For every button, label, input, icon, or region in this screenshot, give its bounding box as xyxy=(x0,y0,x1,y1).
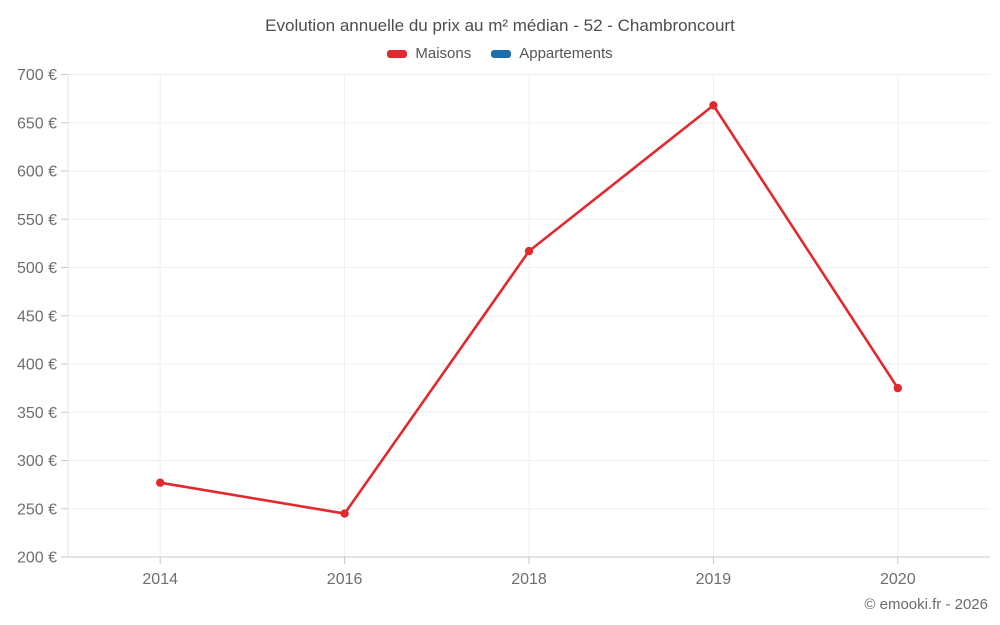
y-tick-label: 600 € xyxy=(17,164,57,181)
x-tick-label: 2020 xyxy=(880,571,916,588)
y-tick-label: 500 € xyxy=(17,260,57,277)
x-tick-label: 2018 xyxy=(511,571,547,588)
x-tick-label: 2016 xyxy=(327,571,363,588)
legend-label: Maisons xyxy=(415,45,472,62)
data-point-maisons-2016[interactable] xyxy=(340,509,349,518)
legend-label: Appartements xyxy=(519,45,613,62)
data-point-maisons-2018[interactable] xyxy=(524,246,534,256)
data-point-maisons-2020[interactable] xyxy=(893,383,902,393)
legend-item-maisons[interactable]: Maisons xyxy=(387,45,471,62)
y-tick-label: 350 € xyxy=(17,405,57,422)
chart-title: Evolution annuelle du prix au m² médian … xyxy=(265,16,735,35)
y-tick-label: 550 € xyxy=(17,212,57,229)
y-tick-label: 300 € xyxy=(17,453,57,470)
chart-legend: Maisons Appartements xyxy=(0,45,1000,62)
data-point-maisons-2019[interactable] xyxy=(709,101,718,110)
legend-item-appartements[interactable]: Appartements xyxy=(491,45,613,62)
data-point-maisons-2014[interactable] xyxy=(156,478,165,487)
y-tick-label: 700 € xyxy=(17,67,57,84)
legend-swatch-icon xyxy=(491,49,512,58)
copyright-footer: © emooki.fr - 2026 xyxy=(864,596,988,613)
x-tick-label: 2014 xyxy=(142,571,178,588)
y-tick-label: 650 € xyxy=(17,115,57,132)
y-tick-label: 200 € xyxy=(17,550,57,567)
legend-swatch-icon xyxy=(387,49,408,58)
y-tick-label: 250 € xyxy=(17,501,57,518)
y-tick-label: 400 € xyxy=(17,357,57,374)
x-tick-label: 2019 xyxy=(696,571,732,588)
y-tick-label: 450 € xyxy=(17,308,57,325)
